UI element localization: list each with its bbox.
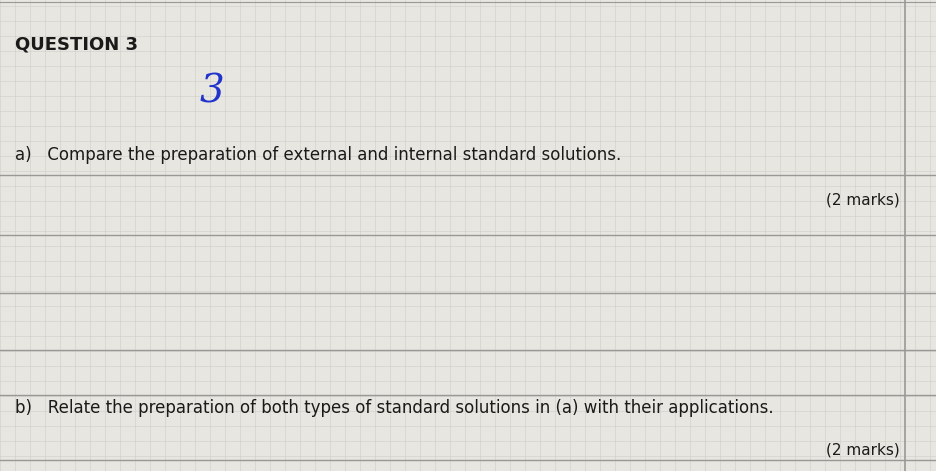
Text: (2 marks): (2 marks): [826, 442, 899, 457]
Text: QUESTION 3: QUESTION 3: [15, 36, 138, 54]
Text: 3: 3: [199, 73, 225, 111]
Text: b)   Relate the preparation of both types of standard solutions in (a) with thei: b) Relate the preparation of both types …: [15, 399, 773, 417]
Text: (2 marks): (2 marks): [826, 193, 899, 208]
Text: a)   Compare the preparation of external and internal standard solutions.: a) Compare the preparation of external a…: [15, 146, 621, 164]
